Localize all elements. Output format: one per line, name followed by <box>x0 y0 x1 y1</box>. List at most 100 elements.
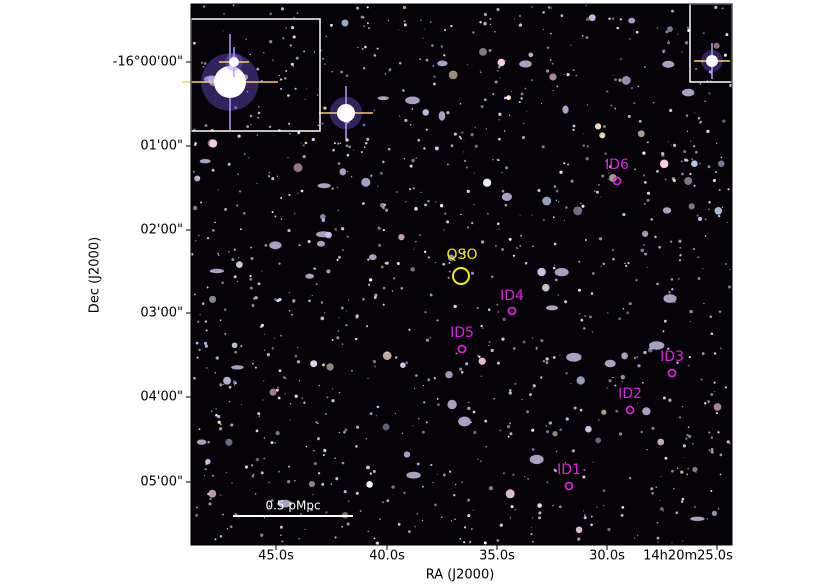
star <box>201 302 205 305</box>
star <box>377 185 379 187</box>
star <box>628 302 632 306</box>
star <box>219 535 223 538</box>
star <box>374 293 378 297</box>
star <box>382 423 390 431</box>
star <box>646 198 650 202</box>
star <box>608 172 610 174</box>
source-marker <box>507 306 517 316</box>
star <box>709 315 713 318</box>
star <box>499 429 502 432</box>
star <box>496 7 500 12</box>
galaxy <box>339 168 347 176</box>
star <box>222 383 225 386</box>
star <box>346 522 350 526</box>
star <box>249 114 253 118</box>
star <box>563 219 566 222</box>
star <box>620 514 624 517</box>
star <box>572 69 575 72</box>
star <box>370 174 373 177</box>
star <box>268 125 272 129</box>
star <box>409 124 412 126</box>
star <box>256 134 259 136</box>
star <box>532 540 534 543</box>
star <box>336 258 339 261</box>
star <box>204 320 208 323</box>
star <box>337 142 340 145</box>
star <box>356 425 360 429</box>
star <box>232 4 235 7</box>
star <box>320 301 324 304</box>
star <box>531 79 534 82</box>
star <box>334 536 337 539</box>
star <box>238 257 240 259</box>
star <box>324 312 326 314</box>
star <box>664 178 667 181</box>
star <box>366 325 369 328</box>
star <box>413 388 416 390</box>
star <box>727 188 730 191</box>
star <box>482 178 492 187</box>
star <box>706 518 709 520</box>
star <box>637 534 639 536</box>
star <box>508 391 512 395</box>
star <box>325 35 327 37</box>
star <box>718 189 721 192</box>
star <box>590 515 593 518</box>
star <box>710 490 713 492</box>
star <box>321 482 325 486</box>
star <box>362 297 365 301</box>
star <box>236 280 239 283</box>
star <box>240 403 243 406</box>
star <box>195 513 199 517</box>
star <box>424 28 426 30</box>
star <box>467 401 470 404</box>
star <box>236 261 243 268</box>
star <box>423 401 426 404</box>
star <box>729 268 731 270</box>
star <box>549 59 552 61</box>
star <box>703 302 705 305</box>
star <box>214 538 217 541</box>
star <box>667 347 670 350</box>
star <box>673 143 677 147</box>
star <box>254 493 257 495</box>
star <box>673 487 675 490</box>
star <box>320 316 325 321</box>
star <box>287 156 289 159</box>
star <box>224 332 227 335</box>
star <box>239 228 242 231</box>
star <box>347 171 349 173</box>
star <box>460 213 462 216</box>
star <box>385 208 389 212</box>
star <box>695 67 698 71</box>
star <box>512 254 515 257</box>
star <box>430 463 433 467</box>
star <box>264 349 266 351</box>
star <box>537 503 542 508</box>
star <box>717 508 720 510</box>
star <box>667 41 670 45</box>
star <box>263 517 265 519</box>
star <box>355 445 358 448</box>
star <box>704 235 707 237</box>
star <box>614 107 617 110</box>
star <box>588 315 593 319</box>
star <box>366 465 370 470</box>
star <box>219 383 223 387</box>
source-label: ID2 <box>618 386 642 402</box>
star <box>443 28 447 32</box>
y-tick-label: 02'00" <box>140 223 183 238</box>
star <box>553 264 556 266</box>
star <box>448 470 452 473</box>
star <box>555 189 559 193</box>
star <box>712 178 716 183</box>
star <box>362 16 365 19</box>
star <box>492 92 495 95</box>
star <box>233 384 236 386</box>
star <box>285 27 287 29</box>
star <box>345 74 349 78</box>
galaxy <box>628 17 636 24</box>
star <box>326 269 331 274</box>
star <box>225 471 228 474</box>
